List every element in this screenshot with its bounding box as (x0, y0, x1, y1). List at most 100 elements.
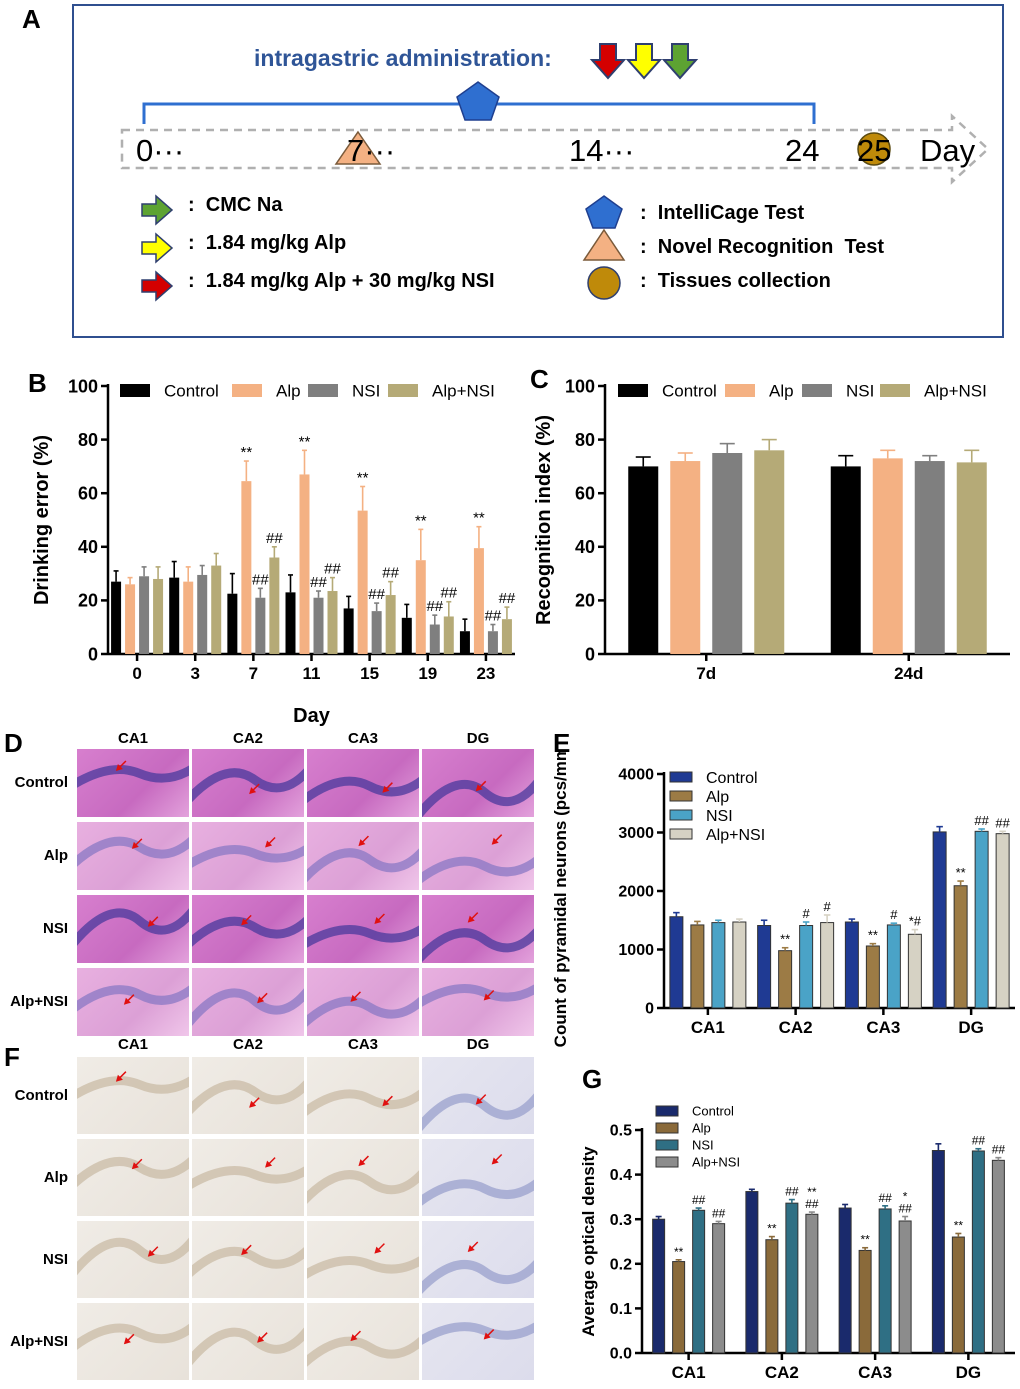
red-arrowhead-icon (265, 840, 273, 848)
bar-control (401, 617, 412, 654)
bar-alp (241, 481, 252, 654)
legend-swatch (655, 1156, 679, 1168)
column-label-ca3: CA3 (347, 1036, 378, 1053)
y-tick-label: 4000 (618, 767, 654, 784)
red-arrowhead-icon (382, 785, 390, 793)
legend-label: Alp+NSI (924, 382, 987, 401)
significance-mark: ## (426, 598, 443, 615)
micrograph-nsi-ca3 (306, 1220, 420, 1299)
red-arrowhead-icon (249, 787, 257, 795)
red-arrowhead-icon (131, 841, 139, 849)
y-tick-label: 80 (78, 430, 98, 450)
significance-mark: ## (310, 574, 327, 591)
red-arrowhead-icon (350, 994, 358, 1002)
legend-swatch (669, 790, 693, 802)
micrograph-alp-nsi-ca3 (306, 1302, 420, 1381)
y-tick-label: 2000 (618, 884, 654, 901)
red-arrowhead-icon (358, 839, 366, 847)
cell-layer-band (192, 988, 304, 1027)
row-label-alp-nsi: Alp+NSI (10, 1332, 68, 1350)
red-arrowhead-icon (123, 997, 131, 1005)
x-tick-label: 7 (249, 664, 258, 683)
red-arrowhead-icon (475, 1097, 483, 1105)
legend-label: Control (692, 1104, 734, 1119)
significance-mark: ## (252, 571, 269, 588)
significance-mark: ** (415, 512, 427, 529)
cell-layer-band (77, 765, 189, 788)
y-tick-label: 0.5 (610, 1123, 632, 1140)
bar-control (838, 1207, 852, 1354)
y-tick-label: 100 (565, 376, 595, 396)
x-tick-label: 3 (190, 664, 199, 683)
bar-alp-nsi (211, 565, 222, 654)
bar-alp (690, 924, 705, 1009)
significance-mark: ** (860, 1233, 870, 1247)
bar-alp-nsi (385, 595, 396, 654)
cell-layer-band (422, 1179, 534, 1206)
y-tick-label: 1000 (618, 942, 654, 959)
bar-control (111, 581, 122, 654)
bar-alp (125, 584, 136, 654)
tick-day-14: 14··· (569, 133, 634, 168)
red-arrowhead-icon (358, 1159, 366, 1167)
legend-intellicage: : IntelliCage Test (640, 202, 804, 224)
micrograph-nsi-dg (421, 894, 535, 964)
y-axis-label: Drinking error (%) (31, 435, 53, 605)
bar-alp (299, 474, 310, 654)
cell-layer-band (77, 1076, 189, 1099)
bar-control (745, 1191, 759, 1354)
legend-swatch (880, 384, 910, 397)
significance-mark: ** (357, 470, 369, 487)
x-tick-label: 24d (894, 664, 923, 683)
red-arrowhead-icon (115, 764, 123, 771)
y-tick-label: 3000 (618, 825, 654, 842)
cell-layer-band (192, 1327, 304, 1366)
red-arrowhead-icon (483, 993, 491, 1001)
row-label-nsi: NSI (42, 920, 68, 937)
significance-mark: ** (674, 1245, 684, 1259)
bar-alp-nsi (754, 450, 785, 654)
y-tick-label: 60 (78, 484, 98, 504)
bar-nsi (914, 461, 945, 654)
legend-label: Alp+NSI (692, 1155, 740, 1170)
micrograph-alp-nsi-ca2 (191, 967, 305, 1037)
legend-label: Alp+NSI (432, 382, 495, 401)
legend-cmc: : CMC Na (188, 194, 283, 216)
y-tick-label: 100 (68, 376, 98, 396)
bar-alp-nsi (820, 922, 835, 1009)
cell-layer-band (307, 1336, 419, 1367)
chart-recognition-index: 0 20 40 60 80 100 Recognition index (%) 7d 24d Co… (533, 376, 1010, 683)
cell-layer-band (422, 779, 534, 817)
legend-label: Control (164, 382, 219, 401)
significance-mark: # (824, 899, 832, 914)
bar-nsi (878, 1208, 892, 1354)
y-tick-label: 0.0 (610, 1346, 632, 1363)
panel-letter-b: B (28, 368, 47, 398)
significance-mark: ## (499, 590, 516, 607)
legend-swatch (120, 384, 150, 397)
cell-layer-band (422, 856, 534, 884)
legend-label: NSI (706, 808, 733, 825)
significance-mark: ** (299, 433, 311, 450)
significance-mark: # (803, 906, 811, 921)
legend-label: NSI (352, 382, 380, 401)
cell-layer-band (77, 1237, 189, 1276)
significance-mark: ## (368, 586, 385, 603)
bar-alp-nsi (898, 1220, 912, 1354)
significance-mark: ## (382, 565, 399, 582)
legend-swatch (308, 384, 338, 397)
bar-alp-nsi (269, 557, 280, 654)
bar-alp (951, 1236, 965, 1354)
significance-mark: ## (785, 1185, 799, 1199)
micrograph-nsi-ca2 (191, 894, 305, 964)
y-axis-label: Count of pyramidal neurons (pcs/mm²) (551, 750, 570, 1047)
legend-swatch (802, 384, 832, 397)
cell-layer-band (307, 996, 419, 1027)
legend-novel-recognition: : Novel Recognition Test (640, 236, 884, 258)
significance-mark: ## (266, 530, 283, 547)
bar-nsi (139, 576, 150, 654)
legend-green-arrow-icon (141, 194, 174, 226)
significance-mark: ## (995, 815, 1010, 830)
bar-control (459, 631, 470, 654)
